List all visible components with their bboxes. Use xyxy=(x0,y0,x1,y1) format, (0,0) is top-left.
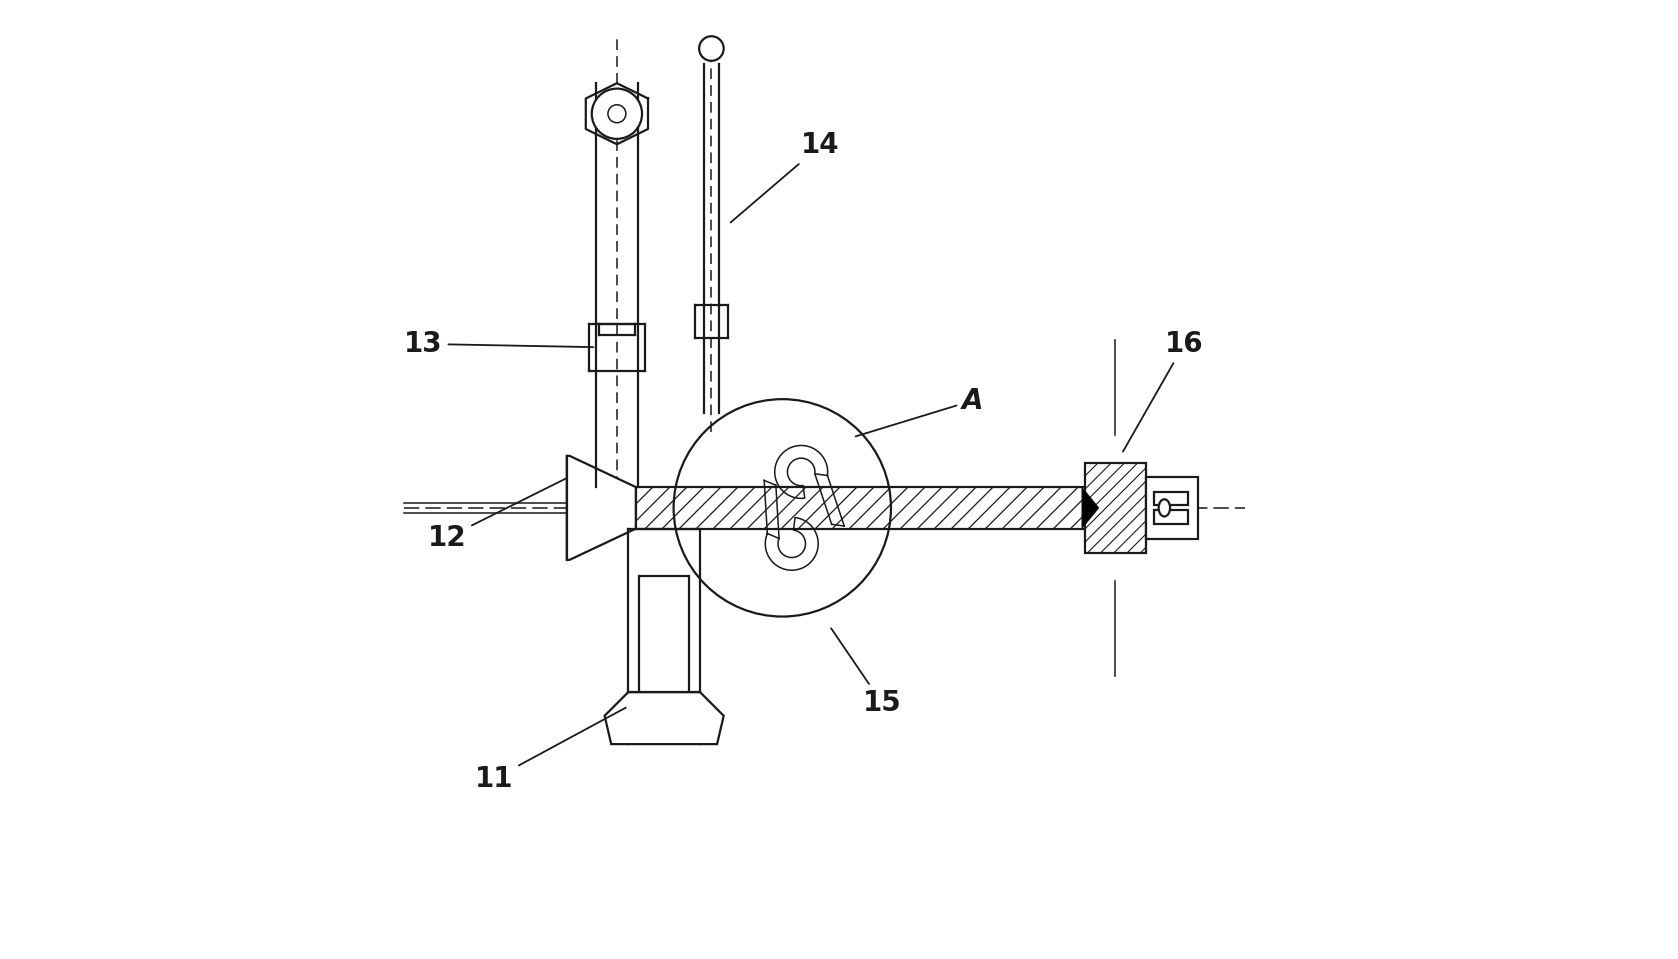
Bar xyxy=(1146,478,1198,539)
Text: 12: 12 xyxy=(428,478,567,551)
Ellipse shape xyxy=(1158,500,1170,517)
Text: A: A xyxy=(856,386,983,436)
Bar xyxy=(1154,510,1188,525)
Polygon shape xyxy=(1082,487,1099,528)
Text: 14: 14 xyxy=(730,131,839,222)
Polygon shape xyxy=(604,692,723,744)
Bar xyxy=(639,576,690,735)
Text: 11: 11 xyxy=(475,708,626,793)
Text: 15: 15 xyxy=(831,628,901,717)
Bar xyxy=(636,487,1084,528)
Circle shape xyxy=(592,88,643,139)
Bar xyxy=(1154,492,1188,505)
Text: 13: 13 xyxy=(404,330,594,358)
Text: 16: 16 xyxy=(1123,330,1203,452)
Polygon shape xyxy=(567,456,636,560)
Circle shape xyxy=(700,36,723,60)
Bar xyxy=(1084,463,1146,552)
Circle shape xyxy=(607,105,626,123)
